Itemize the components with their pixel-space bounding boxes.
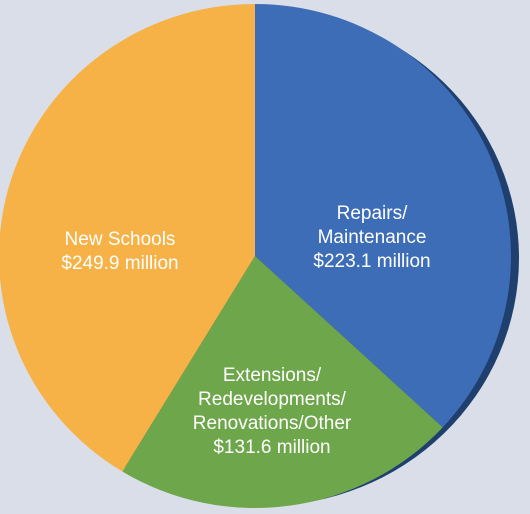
value-label: $249.9 million [61,253,179,274]
pie-slice [0,4,255,472]
slice-label: Repairs/ Maintenance $223.1 million [313,202,430,274]
category-label: Extensions/ Redevelopments/ Renovations/… [192,365,352,434]
value-label: $223.1 million [313,251,431,272]
value-label: $131.6 million [213,437,331,458]
category-label: Repairs/ Maintenance [317,203,427,248]
slice-label: Extensions/ Redevelopments/ Renovations/… [193,364,351,460]
pie-slice [122,256,443,508]
pie-slice [255,4,512,428]
slice-label: New Schools $249.9 million [61,228,178,276]
category-label: New Schools [64,229,176,250]
